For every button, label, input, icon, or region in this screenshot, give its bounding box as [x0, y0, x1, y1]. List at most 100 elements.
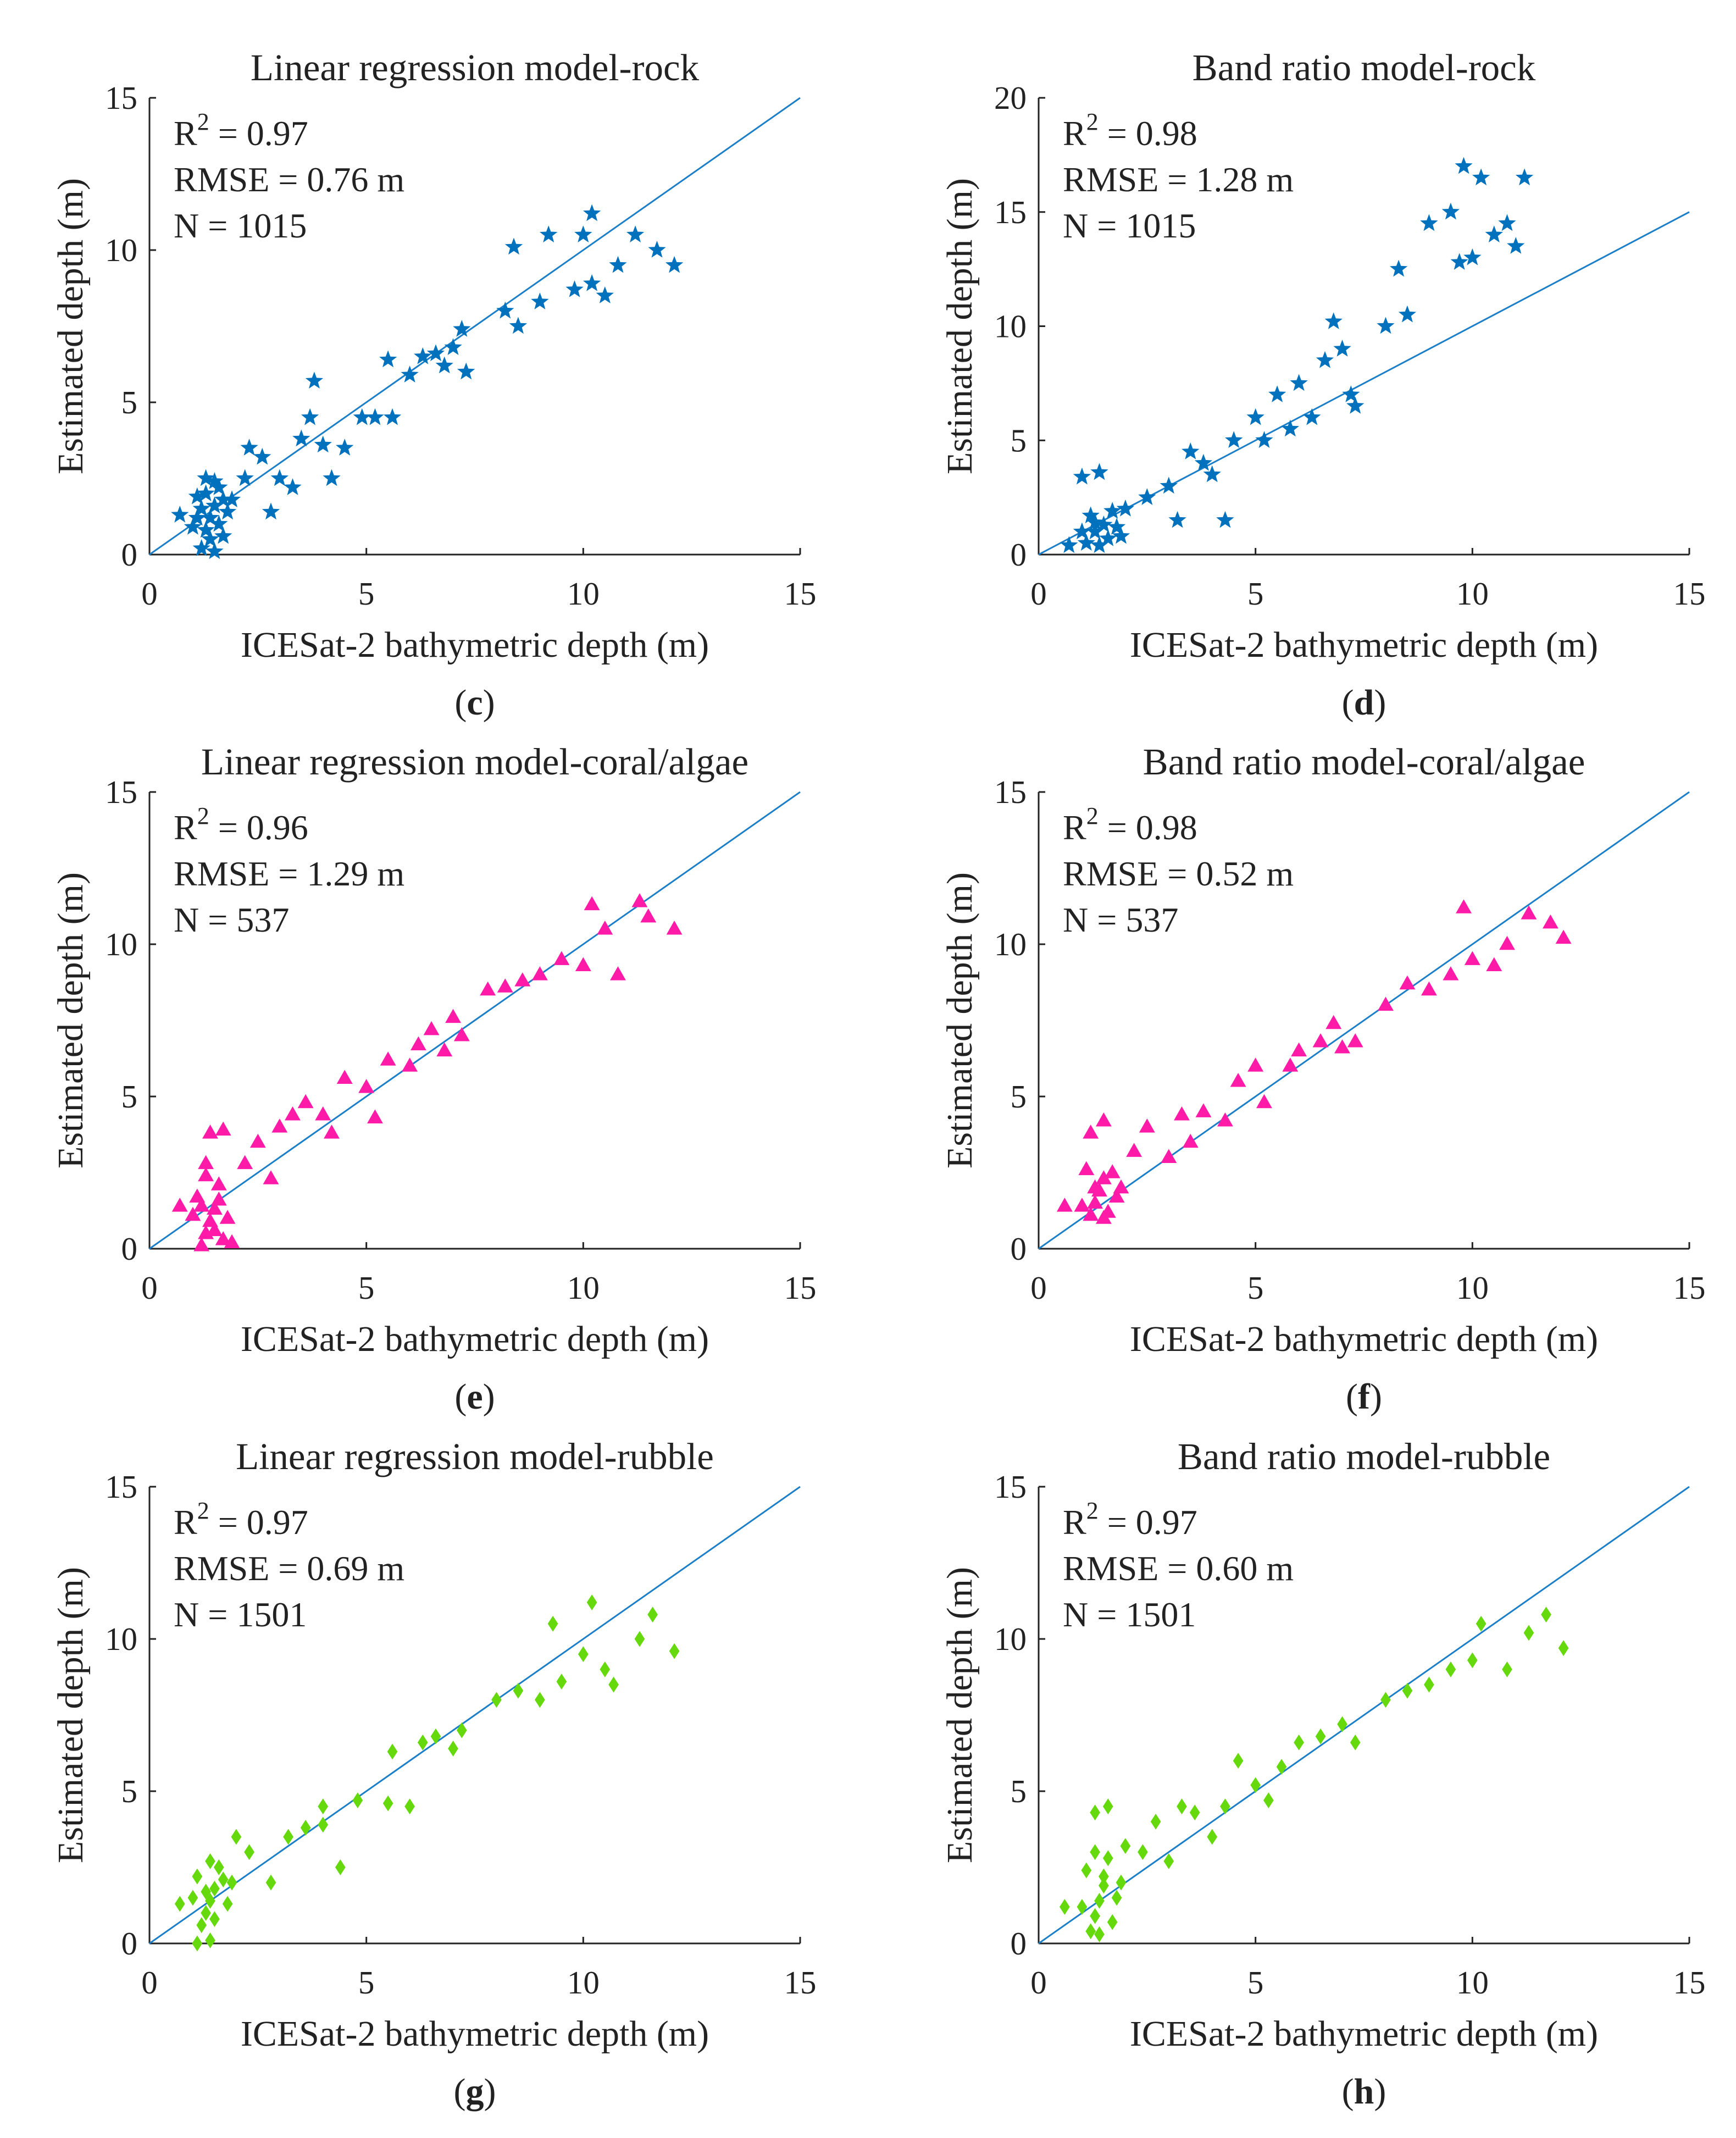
y-tick-label: 5	[1011, 1773, 1027, 1809]
data-point	[1150, 1813, 1161, 1830]
data-point	[1378, 996, 1394, 1011]
data-point	[1195, 1103, 1212, 1117]
data-point	[1120, 1838, 1131, 1854]
data-point	[414, 347, 432, 364]
data-point	[1246, 408, 1264, 425]
data-point	[640, 908, 657, 923]
data-point	[201, 508, 219, 526]
data-point	[367, 1109, 383, 1123]
data-point	[1090, 1804, 1100, 1821]
x-tick-label: 5	[358, 1270, 375, 1306]
data-point	[1095, 1170, 1112, 1184]
data-point	[453, 320, 471, 337]
data-point	[1485, 225, 1503, 243]
data-point	[198, 1167, 214, 1182]
y-tick-label: 10	[105, 232, 137, 268]
data-point	[1555, 929, 1572, 944]
data-point	[586, 1594, 597, 1610]
rmse-text: RMSE = 0.69 m	[174, 1549, 404, 1588]
data-point	[201, 530, 219, 547]
y-tick-label: 15	[994, 194, 1027, 230]
x-tick-label: 15	[784, 1964, 817, 2001]
data-point	[192, 499, 210, 517]
data-point	[297, 1094, 314, 1109]
data-point	[448, 1740, 458, 1757]
r-squared-text: R2 = 0.96	[174, 802, 308, 847]
data-point	[323, 469, 341, 486]
y-tick-label: 15	[994, 774, 1027, 810]
data-point	[192, 1868, 203, 1885]
data-point	[402, 1057, 418, 1072]
data-point	[1441, 202, 1460, 220]
data-point	[284, 478, 302, 495]
data-point	[1139, 1118, 1155, 1133]
data-point	[1476, 1615, 1487, 1632]
n-text: N = 1015	[174, 206, 307, 245]
data-point	[1346, 396, 1365, 414]
data-point	[453, 1027, 470, 1042]
x-tick-label: 10	[567, 575, 600, 612]
data-point	[196, 1917, 207, 1934]
data-point	[1521, 905, 1537, 920]
data-point	[193, 1237, 210, 1251]
data-point	[430, 1728, 441, 1744]
data-point	[219, 1210, 236, 1224]
data-point	[535, 1692, 545, 1708]
x-tick-label: 10	[567, 1270, 600, 1306]
r-squared-value: = 0.96	[209, 808, 308, 847]
y-tick-label: 10	[994, 926, 1027, 962]
data-point	[1060, 536, 1078, 553]
data-point	[214, 490, 232, 507]
data-point	[387, 1743, 398, 1760]
one-to-one-line	[149, 1486, 801, 1945]
rmse-text: RMSE = 1.28 m	[1063, 160, 1294, 199]
data-point	[1174, 1106, 1190, 1121]
data-point	[1099, 529, 1117, 546]
data-point	[1207, 1829, 1218, 1845]
data-point	[366, 408, 384, 425]
x-tick-label: 15	[784, 575, 817, 612]
x-axis-label: ICESat-2 bathymetric depth (m)	[241, 625, 709, 665]
panel-g: 0 5 10 15 0 5 10 15 Linear regression model-rubb…	[51, 1436, 817, 2112]
data-point	[1443, 966, 1459, 981]
data-point	[1126, 1143, 1142, 1157]
data-point	[1342, 385, 1360, 402]
data-point	[1463, 248, 1482, 265]
data-point	[206, 1222, 223, 1236]
chart-title: Band ratio model-coral/algae	[1143, 741, 1585, 783]
data-point	[336, 1070, 353, 1084]
one-to-one-line	[1038, 791, 1690, 1250]
x-axis-label: ICESat-2 bathymetric depth (m)	[1130, 1319, 1598, 1359]
r-squared-value: = 0.97	[209, 1503, 308, 1542]
data-point	[226, 1874, 237, 1891]
r-squared-value: = 0.97	[1099, 1503, 1197, 1542]
data-point	[596, 286, 614, 303]
data-point	[1074, 1198, 1090, 1212]
data-point	[575, 957, 591, 971]
r-squared-text: R2 = 0.97	[174, 108, 308, 153]
data-point	[1263, 1792, 1274, 1809]
data-point	[565, 280, 584, 297]
data-point	[1102, 1798, 1113, 1815]
data-point	[1486, 957, 1502, 971]
data-point	[184, 518, 202, 535]
rmse-text: RMSE = 0.76 m	[174, 160, 404, 199]
data-point	[597, 921, 613, 935]
data-point	[202, 1125, 218, 1139]
data-point	[380, 1051, 396, 1066]
data-point	[193, 1198, 210, 1212]
panel-label: (f)	[1346, 1377, 1382, 1417]
y-axis-label: Estimated depth (m)	[51, 1567, 91, 1863]
n-text: N = 1501	[1063, 1595, 1196, 1634]
x-axis-label: ICESat-2 bathymetric depth (m)	[1130, 625, 1598, 665]
data-point	[218, 502, 237, 520]
data-point	[1177, 1798, 1187, 1815]
data-point	[205, 1892, 215, 1909]
chart-title: Linear regression model-rubble	[236, 1436, 714, 1477]
data-point	[1398, 305, 1417, 323]
data-point	[1456, 899, 1472, 913]
data-point	[496, 301, 514, 319]
data-point	[197, 520, 215, 538]
data-point	[423, 1021, 440, 1035]
